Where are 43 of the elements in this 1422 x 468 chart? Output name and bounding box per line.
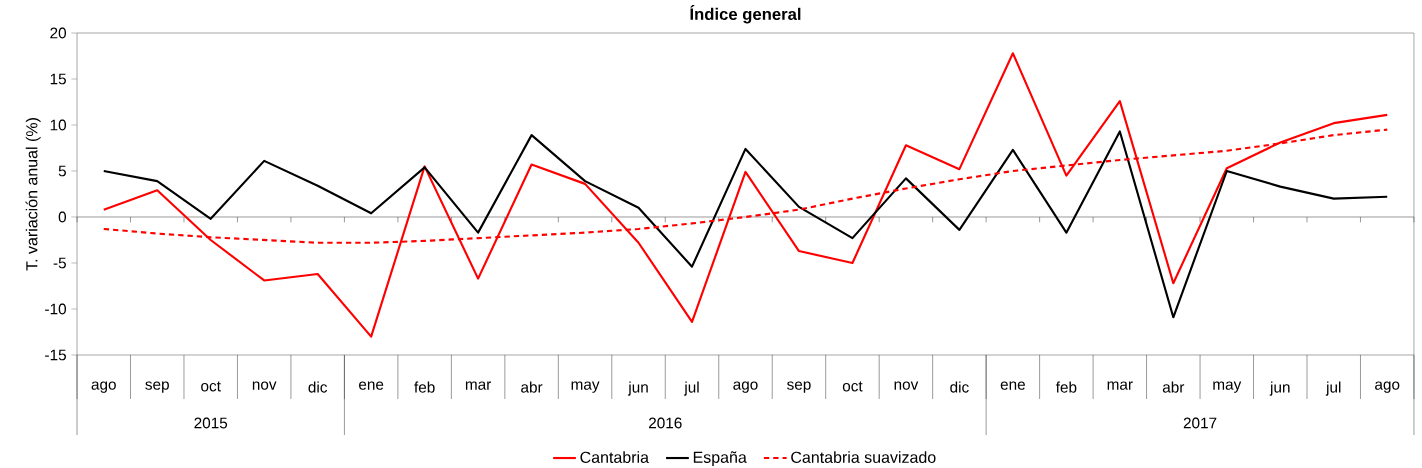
x-tick-label: abr — [521, 381, 543, 393]
y-tick-label: 20 — [50, 27, 67, 39]
x-tick-label: sep — [787, 381, 811, 393]
y-tick-label: 5 — [58, 165, 66, 177]
x-tick-label: oct — [201, 381, 221, 392]
x-tick-label: mar — [1107, 381, 1133, 390]
chart-title: Índice general — [690, 5, 801, 24]
x-tick-label: nov — [252, 381, 277, 390]
x-tick-label: may — [1213, 381, 1242, 393]
x-tick-label: jul — [1325, 381, 1341, 396]
x-tick-label: ago — [91, 381, 116, 393]
x-tick-label: feb — [1055, 381, 1077, 393]
x-tick-label: ene — [359, 381, 384, 390]
legend-label: España — [693, 451, 747, 467]
text: 2016 — [648, 417, 682, 429]
x-tick-label: jul — [683, 381, 699, 396]
y-tick-label: -10 — [45, 303, 67, 315]
y-tick-label: 10 — [50, 119, 67, 131]
line-series — [102, 52, 1389, 338]
x-tick-label: nov — [894, 381, 919, 390]
x-tick-label: dic — [950, 381, 969, 393]
line-series — [102, 130, 1389, 319]
y-tick-label: -5 — [53, 257, 66, 269]
x-tick-label: abr — [1162, 381, 1185, 393]
y-tick-label: -15 — [45, 349, 66, 361]
legend-label: Cantabria — [580, 451, 649, 463]
x-tick-label: oct — [842, 381, 863, 392]
x-tick-label: sep — [145, 381, 169, 393]
x-tick-label: ago — [733, 381, 758, 393]
text: 2017 — [1183, 417, 1217, 429]
x-tick-label: ene — [1000, 381, 1025, 390]
x-tick-label: jun — [627, 381, 648, 396]
text: 2015 — [194, 417, 228, 429]
y-tick-label: 15 — [50, 73, 66, 85]
x-tick-label: ago — [1375, 381, 1400, 393]
legend-label: Cantabria suavizado — [791, 451, 936, 463]
x-tick-label: may — [571, 381, 600, 393]
y-tick-label: 0 — [58, 211, 67, 223]
x-tick-label: jun — [1269, 381, 1290, 396]
x-tick-label: feb — [414, 381, 435, 393]
y-axis-title: T. variación anual (%) — [25, 118, 41, 271]
x-tick-label: mar — [465, 381, 492, 390]
x-tick-label: dic — [308, 381, 328, 393]
